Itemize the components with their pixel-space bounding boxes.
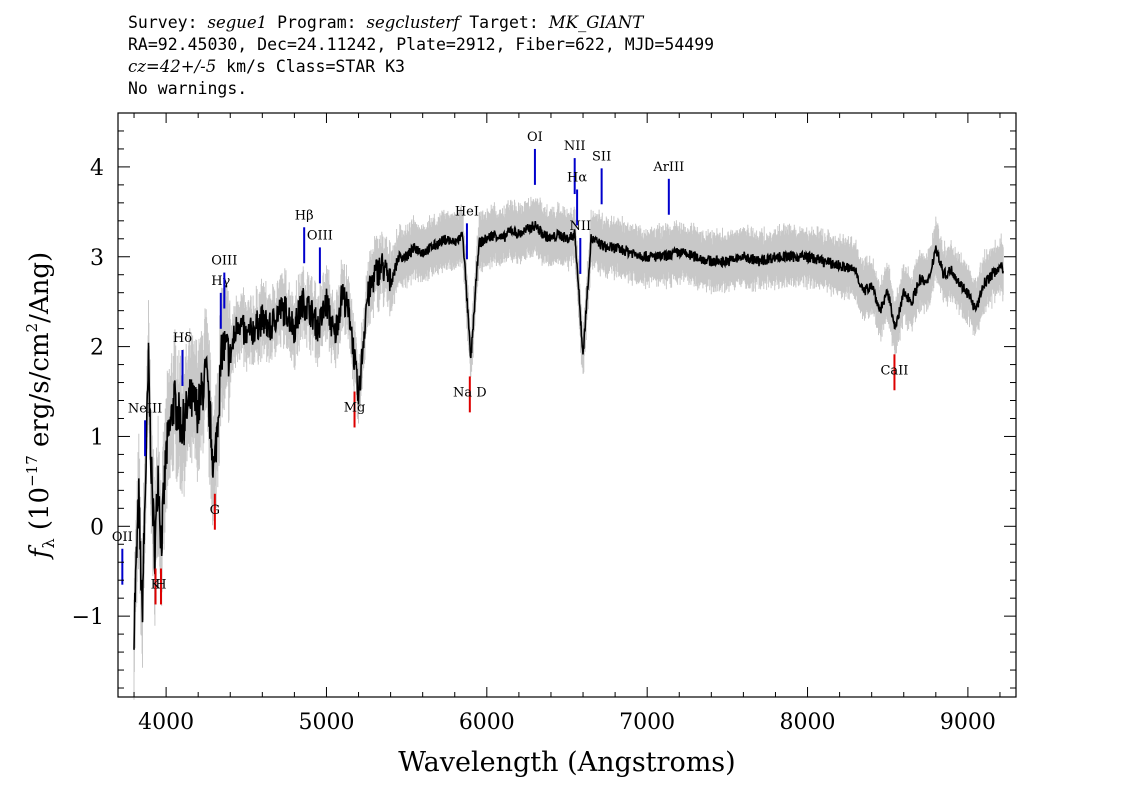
line-label: Hγ xyxy=(211,274,230,289)
line-label: G xyxy=(210,503,220,518)
x-tick-label: 7000 xyxy=(619,710,675,735)
line-label: CaII xyxy=(880,363,908,378)
program-value: segclusterf xyxy=(366,13,460,32)
spectrum-header: Survey: segue1 Program: segclusterf Targ… xyxy=(128,12,714,100)
y-tick-label: 1 xyxy=(90,425,104,450)
line-label: Na D xyxy=(453,385,487,400)
error-bars xyxy=(133,196,1004,700)
line-label: Mg xyxy=(344,401,366,416)
x-tick-label: 6000 xyxy=(459,710,515,735)
header-line-3: cz=42+/-5 km/s Class=STAR K3 xyxy=(128,56,714,78)
y-tick-label: 4 xyxy=(90,156,104,181)
survey-value: segue1 xyxy=(207,13,268,32)
y-tick-label: 3 xyxy=(90,246,104,271)
spectrum-series xyxy=(133,221,1004,650)
line-label: NeIII xyxy=(128,401,162,416)
line-markers: NeIII Hδ Hγ OIII Hβ OIII HeI OI NII Hα NII SII ArIII… xyxy=(112,130,908,605)
plot-frame xyxy=(117,112,1017,698)
header-line-4: No warnings. xyxy=(128,79,248,98)
y-axis-label: fλ (10−17 erg/s/cm2/Ang) xyxy=(23,252,58,560)
error-band xyxy=(133,196,1004,700)
x-tick-label: 5000 xyxy=(298,710,354,735)
line-label: OIII xyxy=(211,254,237,269)
line-label: OI xyxy=(527,130,543,145)
line-label: K xyxy=(151,578,161,593)
y-tick-label: −1 xyxy=(72,605,104,630)
class-text: km/s Class=STAR K3 xyxy=(216,57,405,76)
x-axis-label: Wavelength (Angstroms) xyxy=(398,747,735,778)
survey-label: Survey: xyxy=(128,13,208,32)
program-label: Program: xyxy=(267,13,367,32)
redshift-value: cz=42+/-5 xyxy=(128,57,217,76)
line-label: Hδ xyxy=(173,331,192,346)
y-tick-label: 2 xyxy=(90,336,104,361)
line-label: OIII xyxy=(307,228,333,243)
line-label: SII xyxy=(592,149,611,164)
y-tick-label: 0 xyxy=(90,515,104,540)
line-label: HeI xyxy=(455,204,479,219)
line-label: Hα xyxy=(567,170,587,185)
header-line-2: RA=92.45030, Dec=24.11242, Plate=2912, F… xyxy=(128,35,715,54)
x-tick-label: 4000 xyxy=(138,710,194,735)
x-tick-label: 8000 xyxy=(780,710,836,735)
target-label: Target: xyxy=(459,13,549,32)
axis-ticks: 4000 5000 6000 7000 8000 9000 −1 0 1 2 3 4 xyxy=(72,113,1016,735)
target-value: MK_GIANT xyxy=(548,13,644,32)
line-label: ArIII xyxy=(652,160,684,175)
x-tick-label: 9000 xyxy=(940,710,996,735)
line-label: NII xyxy=(569,219,591,234)
line-label: Hβ xyxy=(295,208,314,223)
line-label: H xyxy=(155,578,166,593)
line-label: NII xyxy=(564,139,586,154)
spectrum-line xyxy=(133,221,1004,650)
header-line-1: Survey: segue1 Program: segclusterf Targ… xyxy=(128,12,714,34)
line-label: OII xyxy=(112,530,133,545)
